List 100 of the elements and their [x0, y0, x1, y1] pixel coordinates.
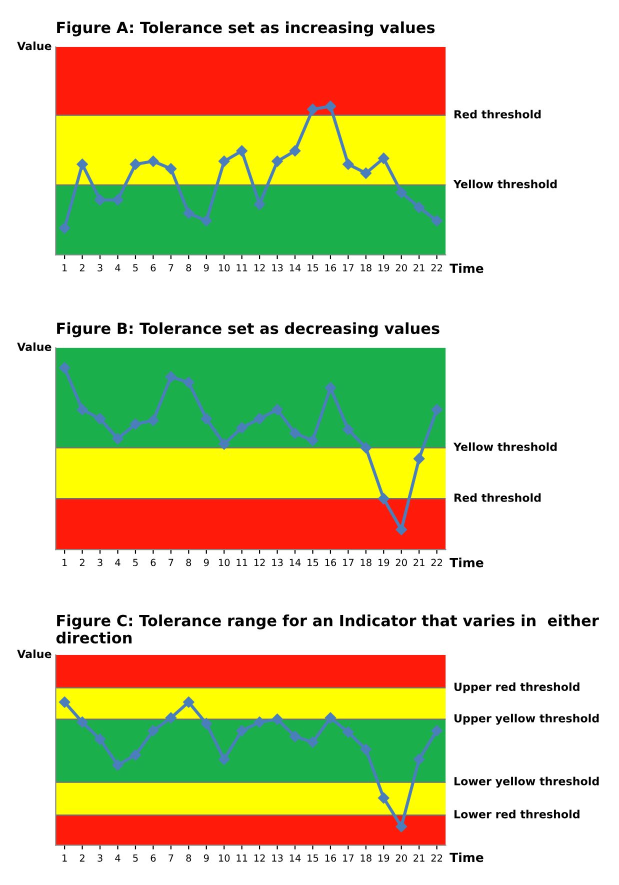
x-tick-label: 7	[168, 854, 174, 862]
x-tick-label: 9	[204, 264, 209, 272]
x-tick-label: 22	[431, 558, 442, 566]
x-tick-label: 16	[325, 558, 336, 566]
point	[183, 376, 194, 388]
point	[431, 404, 442, 416]
x-tick-label: 11	[236, 854, 248, 862]
point	[165, 712, 177, 724]
x-tick-label: 22	[431, 264, 442, 272]
x-tick-label: 17	[343, 264, 354, 272]
x-tick-label: 6	[150, 854, 156, 862]
point	[396, 820, 407, 832]
point	[236, 725, 248, 736]
point	[289, 730, 301, 742]
point	[112, 759, 124, 771]
point	[360, 744, 372, 755]
point	[200, 718, 212, 730]
point	[148, 156, 159, 167]
x-tick-label: 6	[150, 558, 156, 566]
point	[183, 696, 194, 708]
point	[360, 442, 372, 454]
x-tick-label: 13	[272, 264, 283, 272]
ref-line-label: Lower yellow threshold	[454, 776, 599, 788]
x-tick-label: 1	[62, 558, 67, 566]
x-tick-label: 4	[115, 854, 120, 862]
y-axis-title: Value	[17, 342, 52, 352]
point	[289, 428, 301, 439]
x-tick-label: 8	[186, 264, 192, 272]
point	[218, 438, 230, 450]
x-tick-label: 7	[168, 264, 174, 272]
chart-title: Figure C: Tolerance range for an Indicator that varies in either direction	[56, 614, 599, 644]
point	[413, 754, 425, 765]
x-tick-label: 16	[325, 854, 336, 862]
x-tick-label: 18	[360, 264, 372, 272]
x-tick-label: 12	[254, 558, 265, 566]
point	[254, 198, 266, 210]
x-tick-label: 13	[272, 854, 283, 862]
x-tick-label: 3	[98, 558, 102, 566]
x-tick-label: 5	[133, 558, 138, 566]
x-tick-label: 15	[308, 264, 318, 272]
x-tick-label: 5	[133, 264, 138, 272]
x-axis-title: Time	[450, 263, 484, 274]
x-tick-label: 2	[80, 264, 84, 272]
point	[324, 712, 336, 724]
point	[148, 725, 159, 736]
x-tick-label: 14	[290, 854, 301, 862]
x-tick-label: 12	[254, 264, 265, 272]
x-axis-title: Time	[450, 558, 484, 568]
point	[165, 371, 177, 382]
x-tick-label: 10	[218, 264, 230, 272]
x-tick-label: 10	[218, 854, 230, 862]
point	[272, 404, 283, 416]
point	[112, 194, 124, 206]
x-tick-label: 1	[62, 264, 67, 272]
x-tick-label: 14	[290, 264, 301, 272]
point	[183, 208, 194, 219]
point	[76, 404, 88, 416]
x-tick-label: 3	[98, 854, 102, 862]
point	[342, 424, 354, 436]
chart-title: Figure A: Tolerance set as increasing values	[57, 21, 435, 36]
point	[431, 215, 442, 226]
point	[218, 156, 230, 167]
point	[112, 433, 124, 444]
point	[94, 194, 106, 206]
x-tick-label: 7	[168, 558, 174, 566]
x-tick-label: 9	[204, 854, 209, 862]
x-tick-label: 19	[378, 264, 390, 272]
point	[254, 413, 266, 424]
x-tick-label: 21	[414, 264, 424, 272]
x-tick-label: 10	[218, 558, 230, 566]
x-tick-label: 21	[414, 558, 424, 566]
ref-line-label: Red threshold	[454, 493, 541, 502]
x-tick-label: 2	[80, 558, 84, 566]
y-axis-title: Value	[17, 650, 52, 658]
point	[200, 413, 212, 424]
point	[94, 413, 106, 424]
point	[289, 145, 301, 156]
point	[165, 163, 177, 174]
x-tick-label: 15	[308, 558, 318, 566]
x-tick-label: 4	[115, 264, 120, 272]
point	[360, 168, 372, 179]
point	[130, 749, 142, 761]
point	[378, 792, 390, 804]
x-tick-label: 21	[414, 854, 424, 862]
chart-title: Figure B: Tolerance set as decreasing values	[57, 322, 440, 338]
point	[254, 716, 266, 728]
x-tick-label: 4	[115, 558, 120, 566]
x-tick-label: 22	[431, 854, 442, 862]
point	[76, 716, 88, 728]
x-tick-label: 19	[378, 558, 390, 566]
point	[413, 453, 425, 464]
x-tick-label: 8	[186, 558, 192, 566]
ref-line-label: Red threshold	[454, 110, 541, 118]
x-tick-label: 11	[236, 558, 248, 566]
x-tick-label: 14	[290, 558, 301, 566]
point	[58, 362, 70, 374]
x-tick-label: 11	[236, 264, 248, 272]
point	[324, 100, 336, 112]
x-tick-label: 20	[396, 264, 407, 272]
ref-line-label: Lower red threshold	[454, 810, 580, 818]
